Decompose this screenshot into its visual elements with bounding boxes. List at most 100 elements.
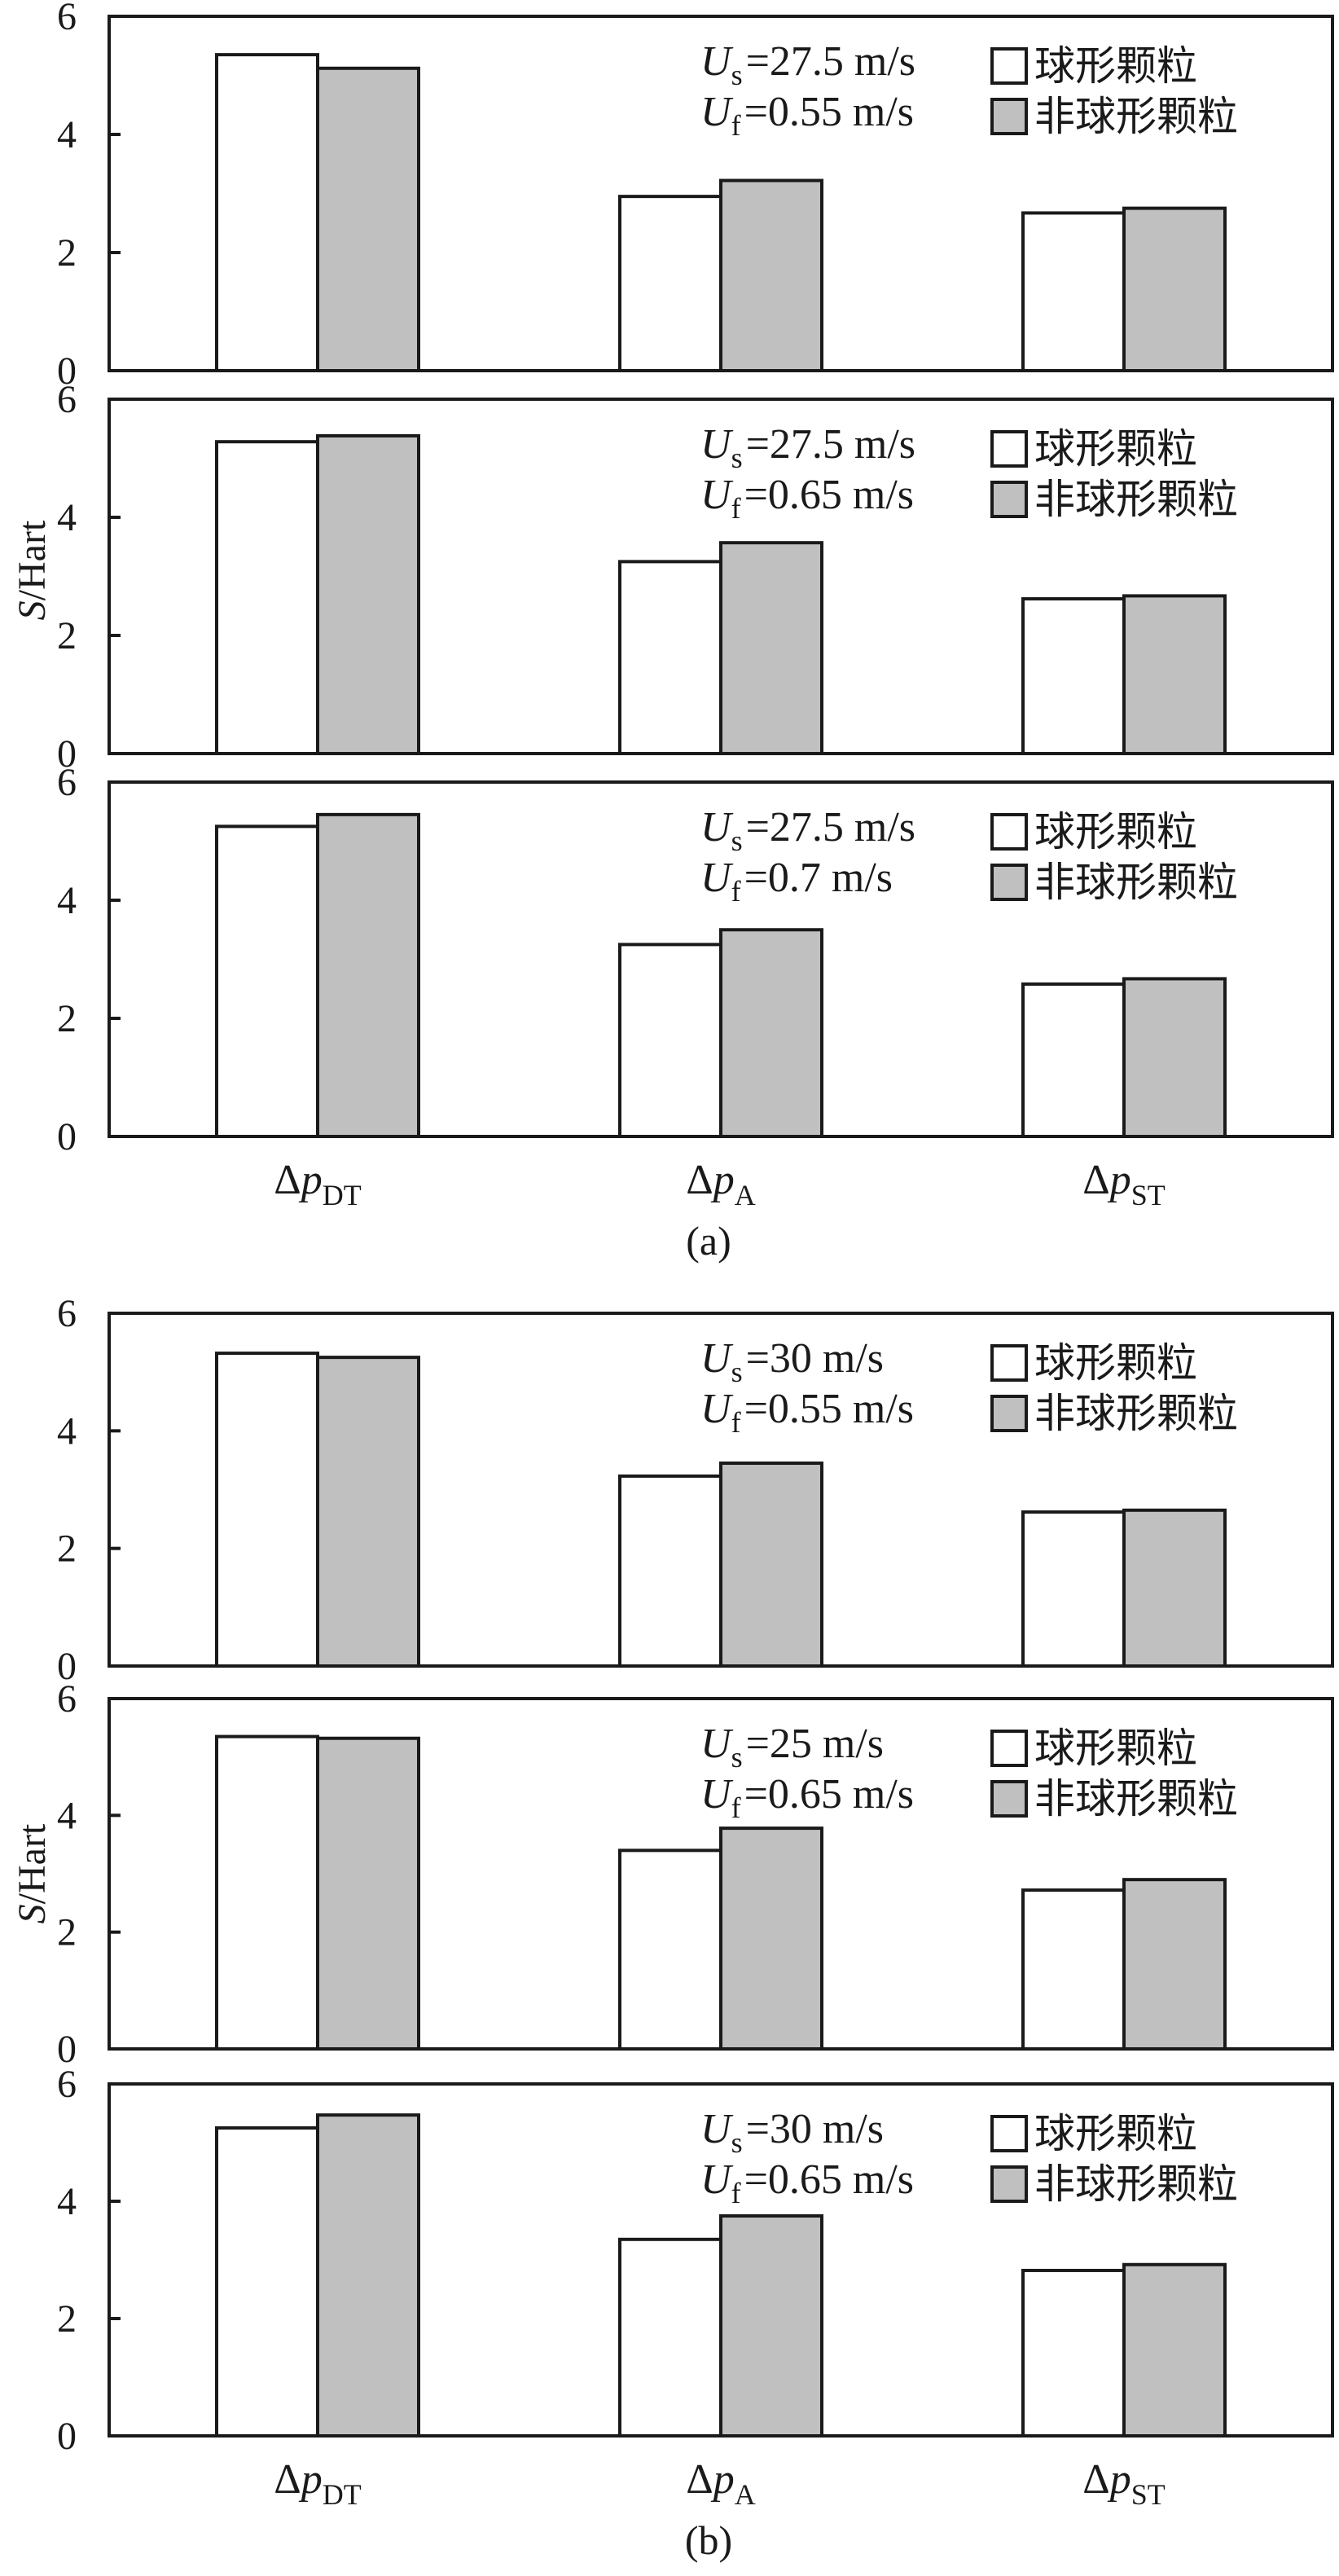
- bar-spherical: [618, 1848, 722, 2051]
- y-tick-label: 4: [57, 1409, 77, 1453]
- bar-spherical: [1021, 2268, 1126, 2438]
- y-tick-label: 0: [57, 349, 77, 393]
- condition-uf: Uf=0.55 m/s: [700, 1386, 914, 1439]
- bar-nonspherical: [316, 812, 420, 1138]
- legend-label: 非球形颗粒: [1034, 859, 1238, 906]
- legend-label: 球形颗粒: [1034, 425, 1197, 473]
- bar-spherical: [215, 1352, 319, 1668]
- y-tick-label: 0: [57, 2415, 77, 2458]
- y-tick-label: 2: [57, 2297, 77, 2341]
- bar-spherical: [215, 440, 319, 755]
- bar-nonspherical: [1122, 977, 1227, 1139]
- condition-uf: Uf=0.55 m/s: [700, 89, 914, 142]
- legend-label: 非球形颗粒: [1034, 1390, 1238, 1437]
- bar-nonspherical: [719, 541, 823, 755]
- condition-uf: Uf=0.65 m/s: [700, 472, 914, 525]
- legend-swatch-nonspherical: [990, 1395, 1028, 1432]
- bar-spherical: [215, 53, 319, 372]
- x-category-label: ΔpDT: [274, 1157, 361, 1211]
- legend-label: 非球形颗粒: [1034, 93, 1238, 140]
- legend-swatch-spherical: [990, 813, 1028, 851]
- condition-us: Us=25 m/s: [700, 1721, 884, 1774]
- legend-label: 非球形颗粒: [1034, 1775, 1238, 1822]
- y-tick-label: 0: [57, 1645, 77, 1688]
- legend-swatch-spherical: [990, 430, 1028, 468]
- condition-us: Us=30 m/s: [700, 1335, 884, 1388]
- y-axis-label: S/Hart: [11, 520, 54, 620]
- y-tick-label: 0: [57, 732, 77, 776]
- y-axis-label: S/Hart: [11, 1823, 54, 1923]
- bar-nonspherical: [719, 1462, 823, 1668]
- x-category-label: ΔpST: [1082, 1157, 1165, 1211]
- legend-label: 球形颗粒: [1034, 808, 1197, 855]
- y-tick-label: 4: [57, 113, 77, 156]
- plot-frame: [108, 15, 1334, 372]
- legend-label: 球形颗粒: [1034, 1725, 1197, 1772]
- y-tick-label: 2: [57, 1528, 77, 1571]
- legend-swatch-nonspherical: [990, 2165, 1028, 2203]
- legend-swatch-nonspherical: [990, 864, 1028, 901]
- bar-spherical: [618, 195, 722, 372]
- y-tick-label: 4: [57, 1794, 77, 1837]
- legend-label: 球形颗粒: [1034, 42, 1197, 90]
- y-tick-label: 6: [57, 2063, 77, 2106]
- plot-frame: [108, 2082, 1334, 2438]
- y-tick-label: 6: [57, 1292, 77, 1335]
- condition-uf: Uf=0.65 m/s: [700, 1771, 914, 1824]
- y-tick-label: 4: [57, 496, 77, 539]
- legend-swatch-spherical: [990, 47, 1028, 85]
- condition-uf: Uf=0.7 m/s: [700, 855, 893, 908]
- bar-nonspherical: [1122, 1878, 1227, 2051]
- legend-label: 非球形颗粒: [1034, 476, 1238, 523]
- y-tick-label: 2: [57, 997, 77, 1040]
- legend-swatch-nonspherical: [990, 98, 1028, 135]
- legend-swatch-spherical: [990, 2115, 1028, 2152]
- y-tick-label: 2: [57, 231, 77, 275]
- bar-nonspherical: [1122, 206, 1227, 372]
- y-tick-label: 0: [57, 2028, 77, 2071]
- y-tick-label: 6: [57, 378, 77, 421]
- plot-frame: [108, 1697, 1334, 2051]
- bar-spherical: [1021, 1888, 1126, 2051]
- y-tick-label: 4: [57, 879, 77, 922]
- legend-swatch-nonspherical: [990, 481, 1028, 518]
- plot-frame: [108, 1312, 1334, 1668]
- bar-nonspherical: [1122, 1508, 1227, 1668]
- group-label: (b): [685, 2517, 732, 2563]
- bar-spherical: [1021, 597, 1126, 755]
- plot-frame: [108, 398, 1334, 755]
- condition-us: Us=27.5 m/s: [700, 421, 915, 474]
- y-tick-label: 2: [57, 1911, 77, 1954]
- legend-label: 非球形颗粒: [1034, 2161, 1238, 2208]
- y-tick-label: 4: [57, 2180, 77, 2223]
- condition-us: Us=27.5 m/s: [700, 804, 915, 857]
- bar-spherical: [1021, 982, 1126, 1138]
- condition-uf: Uf=0.65 m/s: [700, 2156, 914, 2209]
- y-tick-label: 0: [57, 1115, 77, 1158]
- bar-nonspherical: [316, 2113, 420, 2438]
- y-tick-label: 6: [57, 0, 77, 38]
- bar-nonspherical: [1122, 2262, 1227, 2438]
- group-label: (a): [686, 1218, 731, 1264]
- bar-nonspherical: [316, 433, 420, 755]
- y-tick-label: 2: [57, 614, 77, 657]
- bar-spherical: [618, 2237, 722, 2438]
- legend-swatch-spherical: [990, 1344, 1028, 1382]
- bar-nonspherical: [316, 66, 420, 373]
- bar-spherical: [215, 824, 319, 1138]
- legend-label: 球形颗粒: [1034, 2110, 1197, 2157]
- y-tick-label: 6: [57, 761, 77, 804]
- x-category-label: ΔpA: [686, 1157, 755, 1211]
- bar-nonspherical: [719, 928, 823, 1138]
- legend-swatch-nonspherical: [990, 1780, 1028, 1818]
- legend-label: 球形颗粒: [1034, 1339, 1197, 1387]
- bar-spherical: [215, 1734, 319, 2051]
- bar-spherical: [1021, 1510, 1126, 1668]
- x-category-label: ΔpA: [686, 2456, 755, 2511]
- bar-spherical: [618, 1474, 722, 1668]
